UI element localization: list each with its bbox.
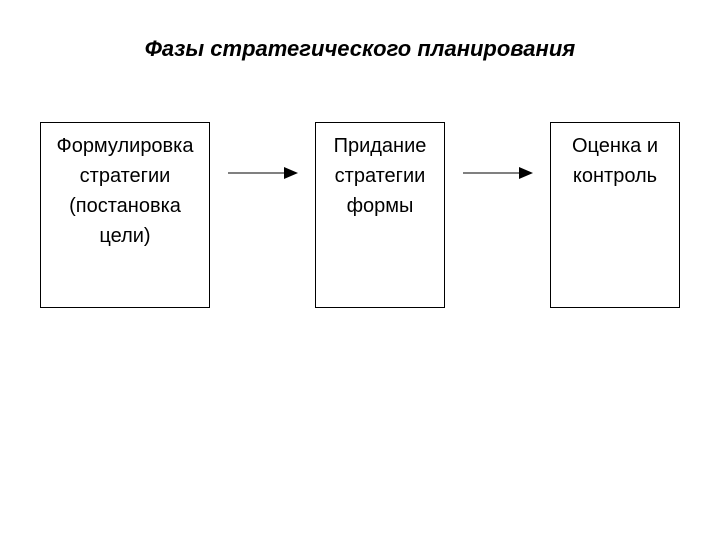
arrow-1-wrap (228, 80, 298, 266)
box2-line1: Придание (322, 131, 438, 161)
phase-box-2: Придание стратегии формы (315, 122, 445, 308)
phase-box-1: Формулировка стратегии (постановка цели) (40, 122, 210, 308)
box3-line2: контроль (557, 161, 673, 191)
box2-line2: стратегии (322, 161, 438, 191)
arrow-right-icon (463, 163, 533, 183)
box3-line1: Оценка и (557, 131, 673, 161)
phase-box-3: Оценка и контроль (550, 122, 680, 308)
flowchart-container: Формулировка стратегии (постановка цели)… (40, 122, 680, 308)
box1-line2: стратегии (47, 161, 203, 191)
box1-line1: Формулировка (47, 131, 203, 161)
diagram-title: Фазы стратегического планирования (0, 36, 720, 62)
box2-line3: формы (322, 191, 438, 221)
arrow-right-icon (228, 163, 298, 183)
arrow-2-wrap (463, 80, 533, 266)
box1-line3: (постановка цели) (47, 191, 203, 251)
